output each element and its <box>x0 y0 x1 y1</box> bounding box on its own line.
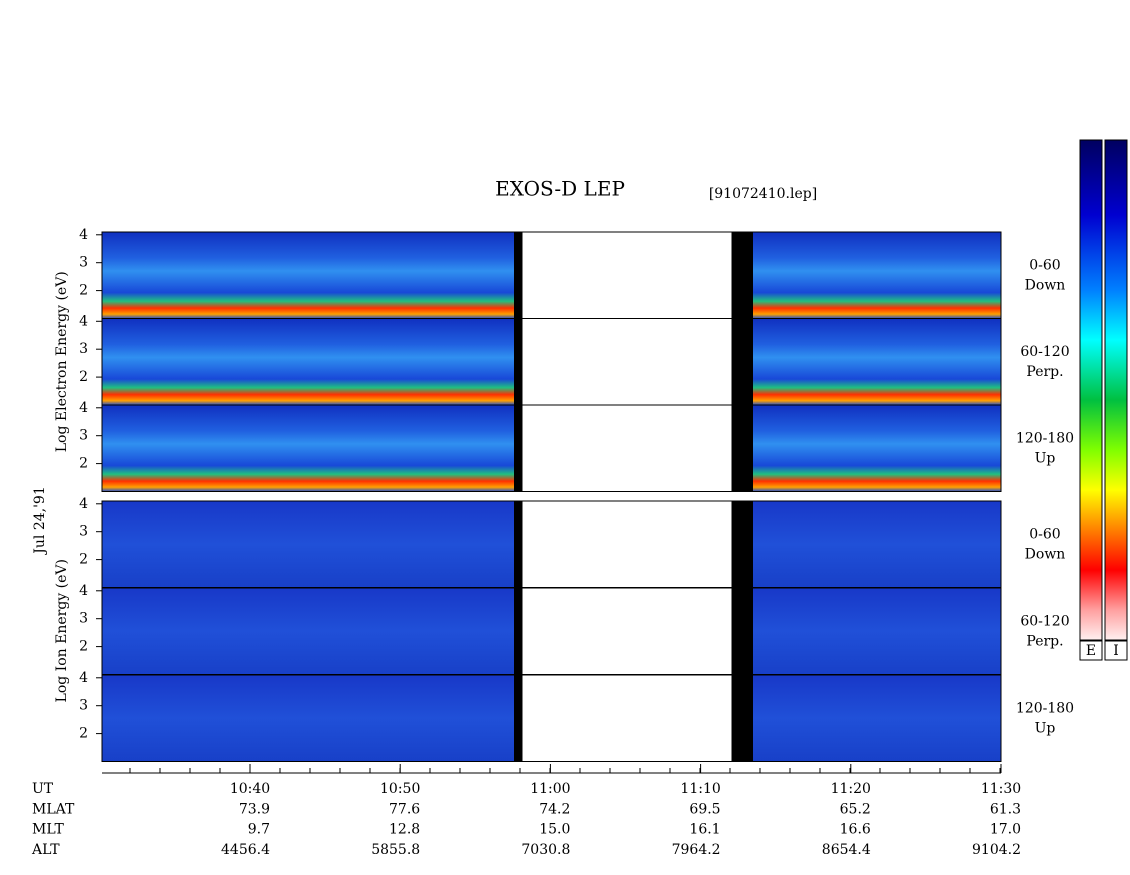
y-tick-label: 2 <box>79 369 88 385</box>
y-axis-label: Log Ion Energy (eV) <box>54 559 70 702</box>
y-tick-label: 3 <box>79 611 88 627</box>
row-value: 77.6 <box>389 801 420 817</box>
panel-label: Up <box>1035 450 1056 466</box>
row-value: 9.7 <box>248 822 270 838</box>
y-tick-label: 4 <box>79 227 88 243</box>
colorbar <box>1079 139 1103 641</box>
colorbar-label-box <box>1104 640 1128 661</box>
data-gap <box>732 675 753 762</box>
data-gap <box>521 404 733 492</box>
row-label: MLAT <box>32 801 75 817</box>
panel-label: Perp. <box>1026 364 1063 380</box>
row-label: MLT <box>32 822 64 838</box>
x-tick-label: 11:30 <box>981 781 1021 797</box>
panel-label: Down <box>1025 546 1066 562</box>
data-gap <box>732 588 753 675</box>
row-label: ALT <box>31 842 60 858</box>
y-tick-label: 3 <box>79 255 88 271</box>
data-gap <box>514 232 522 319</box>
colorbar-label-box <box>1079 640 1103 661</box>
data-gap <box>514 588 522 675</box>
y-tick-label: 3 <box>79 428 88 444</box>
data-gap <box>521 500 733 588</box>
y-tick-label: 4 <box>79 313 88 329</box>
row-value: 15.0 <box>539 822 570 838</box>
row-value: 8654.4 <box>822 842 871 858</box>
data-gap <box>521 587 733 675</box>
data-gap <box>514 501 522 588</box>
row-value: 5855.8 <box>371 842 420 858</box>
panel-label: 0-60 <box>1029 257 1060 273</box>
y-tick-label: 2 <box>79 639 88 655</box>
y-tick-label: 2 <box>79 726 88 742</box>
row-value: 7030.8 <box>521 842 570 858</box>
y-tick-label: 3 <box>79 341 88 357</box>
row-value: 73.9 <box>239 801 270 817</box>
panel-label: Up <box>1035 720 1056 736</box>
row-value: 16.6 <box>840 822 871 838</box>
panel-label: Down <box>1025 277 1066 293</box>
y-tick-label: 3 <box>79 698 88 714</box>
y-tick-label: 4 <box>79 670 88 686</box>
row-value: 4456.4 <box>221 842 270 858</box>
row-value: 9104.2 <box>972 842 1021 858</box>
row-label: UT <box>32 781 54 797</box>
panel-label: 0-60 <box>1029 526 1060 542</box>
panel-label: Perp. <box>1026 633 1063 649</box>
y-tick-label: 4 <box>79 400 88 416</box>
colorbar <box>1104 139 1128 641</box>
y-tick-label: 4 <box>79 496 88 512</box>
x-tick-label: 11:10 <box>680 781 720 797</box>
panel-label: 60-120 <box>1020 613 1069 629</box>
row-value: 7964.2 <box>672 842 721 858</box>
data-gap <box>514 405 522 492</box>
y-tick-label: 2 <box>79 456 88 472</box>
data-gap <box>521 231 733 319</box>
y-tick-label: 2 <box>79 552 88 568</box>
colorbar-label: E <box>1086 643 1096 659</box>
x-tick-label: 10:50 <box>380 781 420 797</box>
chart-title: EXOS-D LEP <box>495 177 625 201</box>
row-value: 74.2 <box>539 801 570 817</box>
y-tick-label: 4 <box>79 583 88 599</box>
date-label: Jul 24,'91 <box>32 486 48 555</box>
row-value: 17.0 <box>990 822 1021 838</box>
row-value: 12.8 <box>389 822 420 838</box>
data-gap <box>732 232 753 319</box>
panel-label: 120-180 <box>1016 430 1074 446</box>
row-value: 61.3 <box>990 801 1021 817</box>
data-gap <box>514 318 522 405</box>
row-value: 65.2 <box>840 801 871 817</box>
colorbar-label: I <box>1113 643 1119 659</box>
x-tick-label: 11:20 <box>831 781 871 797</box>
y-tick-label: 3 <box>79 524 88 540</box>
x-tick-label: 11:00 <box>530 781 570 797</box>
panel-label: 60-120 <box>1020 344 1069 360</box>
data-gap <box>732 318 753 405</box>
data-gap <box>732 405 753 492</box>
y-axis-label: Log Electron Energy (eV) <box>54 271 70 452</box>
y-tick-label: 2 <box>79 283 88 299</box>
panel-label: 120-180 <box>1016 700 1074 716</box>
data-gap <box>521 674 733 762</box>
row-value: 69.5 <box>689 801 720 817</box>
data-gap <box>521 318 733 406</box>
row-value: 16.1 <box>689 822 720 838</box>
x-tick-label: 10:40 <box>230 781 270 797</box>
chart-subtitle: [91072410.lep] <box>709 186 817 202</box>
data-gap <box>732 501 753 588</box>
data-gap <box>514 675 522 762</box>
